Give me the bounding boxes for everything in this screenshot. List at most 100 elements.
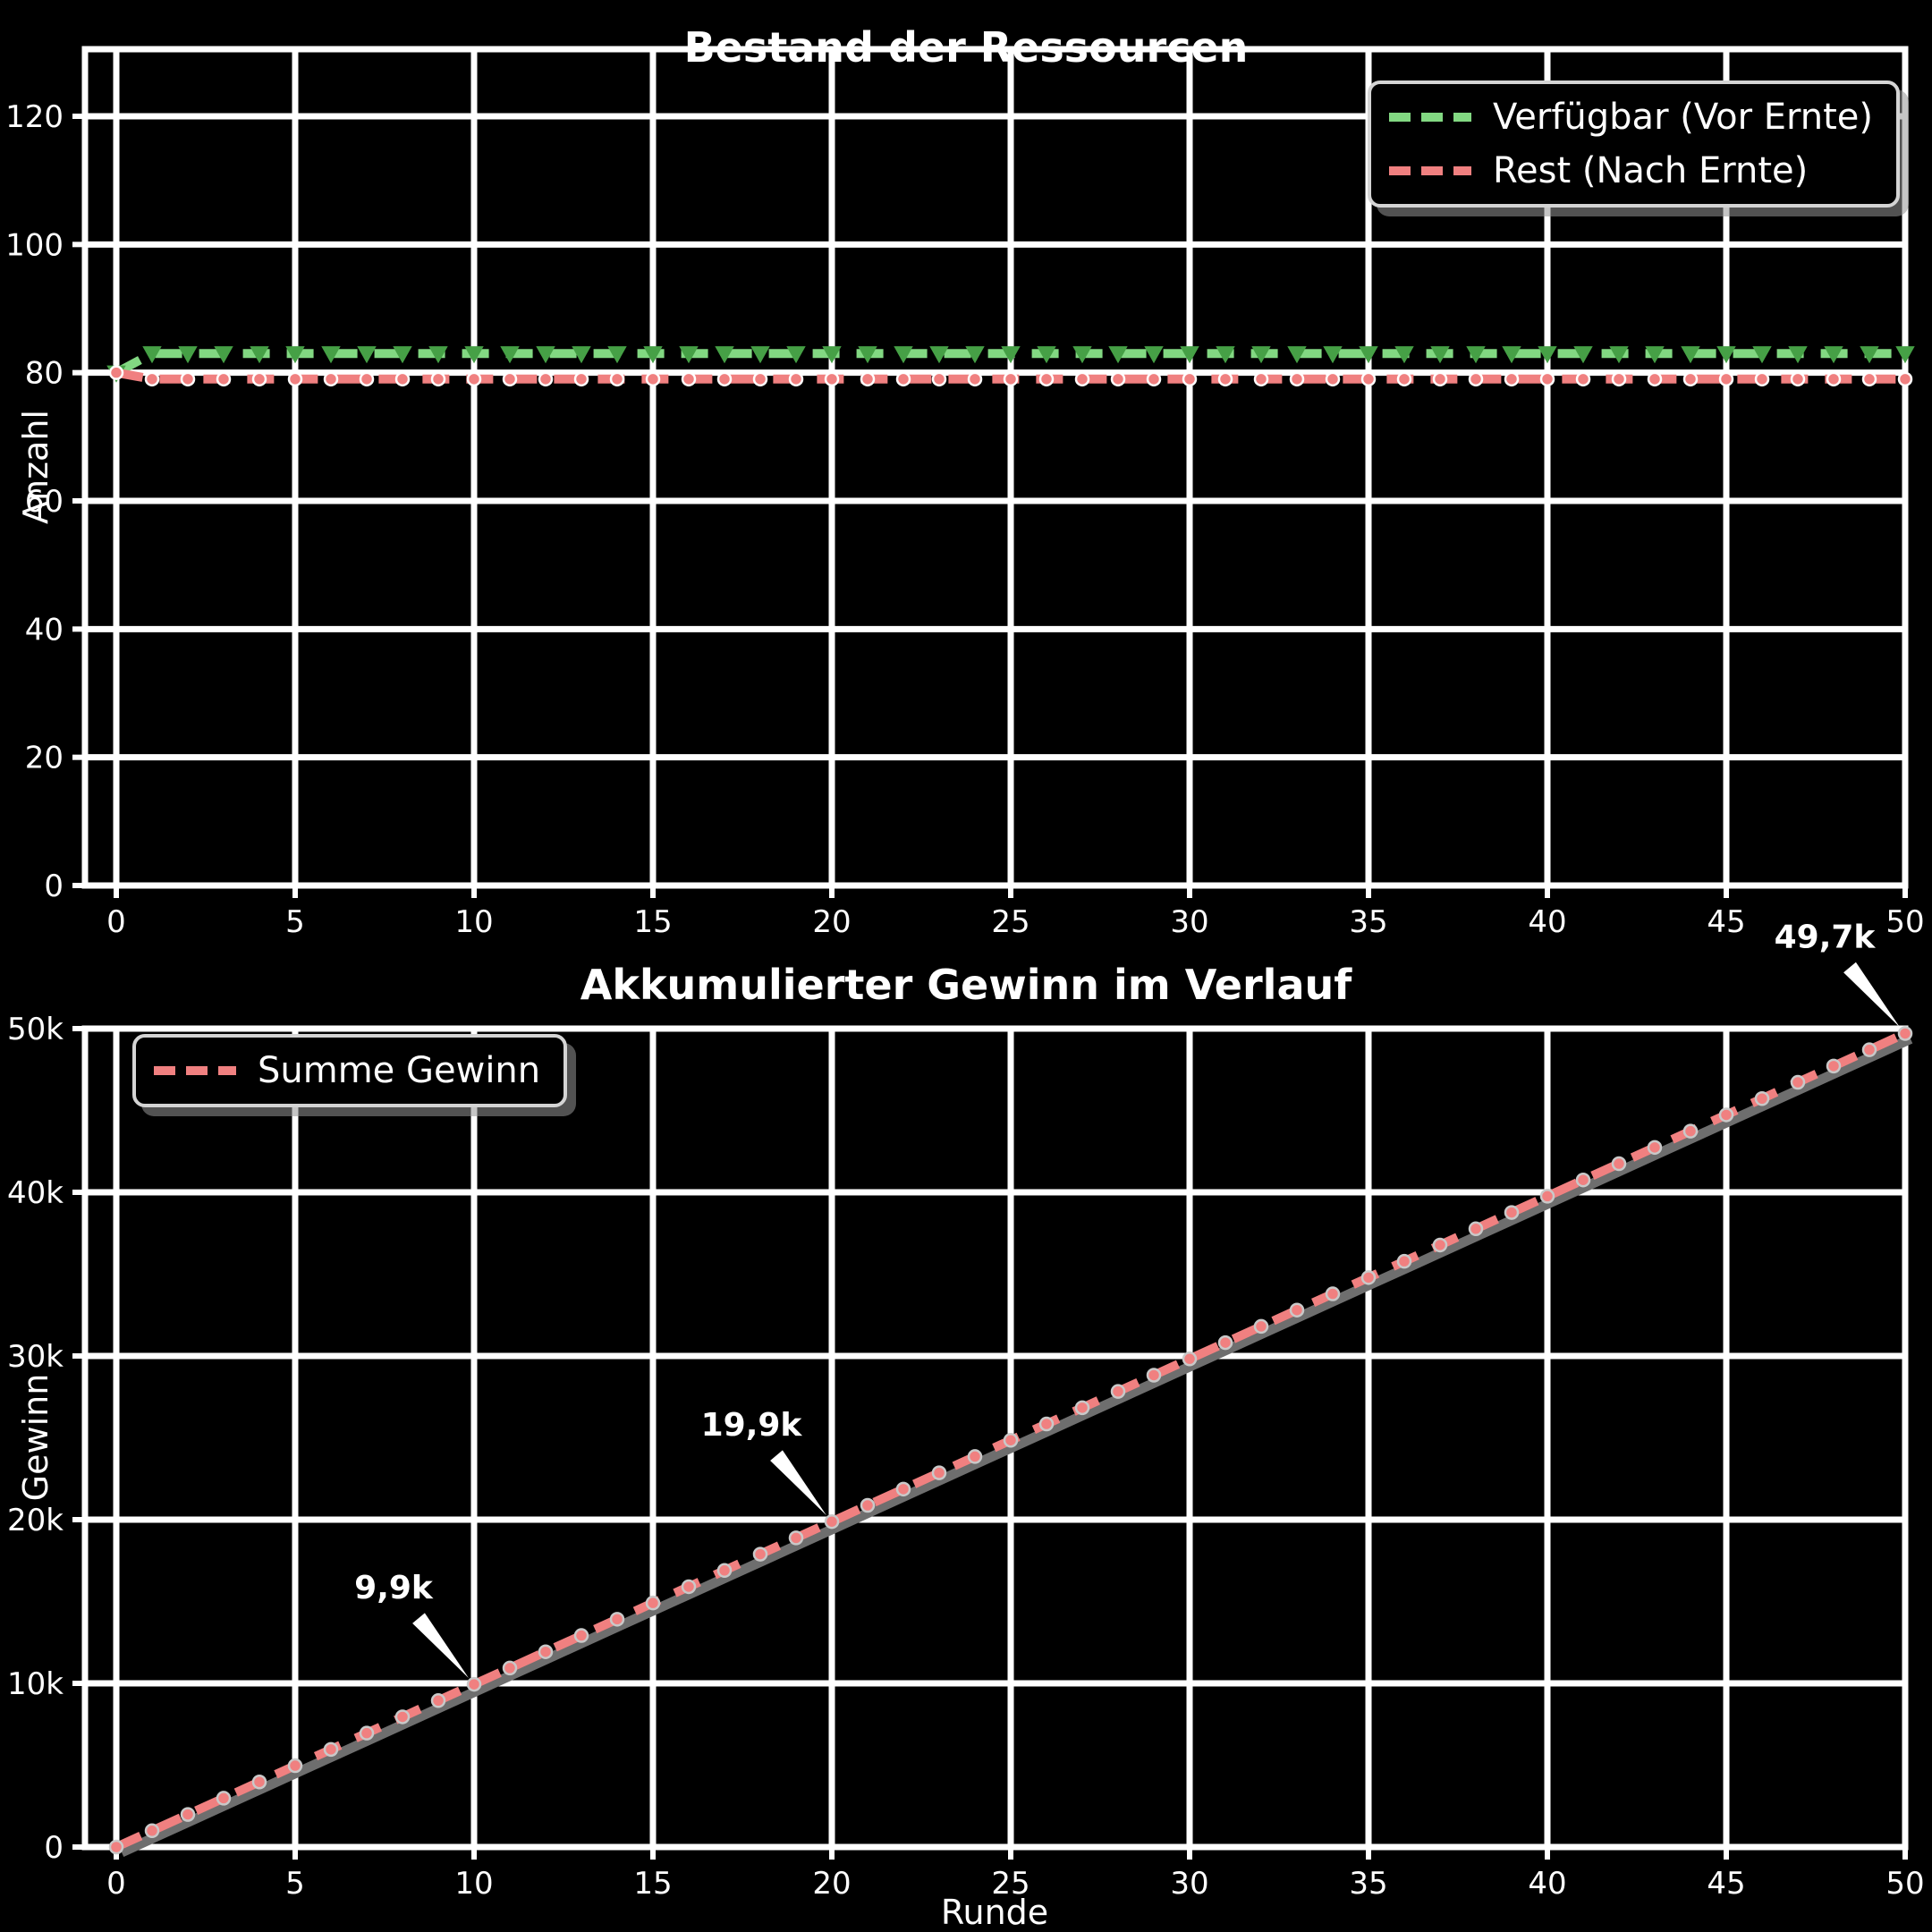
x-tick-label: 40: [1528, 904, 1566, 940]
series-marker: [573, 371, 589, 387]
series-marker: [1289, 371, 1305, 387]
series-marker: [1074, 1400, 1090, 1416]
series-marker: [359, 371, 375, 387]
series-marker: [1752, 346, 1772, 364]
series-marker: [1432, 371, 1448, 387]
bottom-chart-ylabel: Gewinn: [16, 1373, 55, 1502]
series-marker: [786, 346, 806, 364]
series-marker: [1217, 371, 1233, 387]
series-marker: [715, 346, 734, 364]
series-marker: [1861, 371, 1877, 387]
series-marker: [860, 371, 876, 387]
series-marker: [321, 346, 341, 364]
series-marker: [609, 371, 625, 387]
x-tick-label: 30: [1170, 904, 1208, 940]
series-marker: [1788, 346, 1808, 364]
series-marker: [824, 371, 840, 387]
series-marker: [144, 1823, 160, 1839]
series-marker: [929, 346, 949, 364]
legend-label: Verfügbar (Vor Ernte): [1493, 97, 1873, 138]
series-marker: [1108, 346, 1128, 364]
series-marker: [251, 371, 267, 387]
series-marker: [1360, 1270, 1377, 1285]
series-marker: [1681, 346, 1700, 364]
series-marker: [1897, 371, 1913, 387]
series-marker: [430, 1693, 446, 1708]
x-tick-label: 35: [1349, 1866, 1387, 1902]
series-marker: [824, 1513, 840, 1530]
series-marker: [1182, 371, 1198, 387]
series-marker: [752, 1546, 768, 1562]
series-marker: [1539, 371, 1555, 387]
series-marker: [1359, 346, 1378, 364]
series-marker: [108, 1839, 124, 1855]
series-marker: [645, 371, 661, 387]
series-marker: [178, 346, 198, 364]
series-marker: [1289, 1302, 1305, 1318]
series-marker: [788, 371, 804, 387]
series-marker: [1325, 371, 1341, 387]
x-tick-label: 5: [285, 1866, 305, 1902]
series-marker: [1360, 371, 1377, 387]
series-marker: [1647, 371, 1663, 387]
series-marker: [1038, 371, 1055, 387]
y-tick-label: 60: [25, 484, 64, 520]
series-marker: [1790, 371, 1806, 387]
series-marker: [1396, 371, 1412, 387]
series-marker: [1895, 346, 1915, 364]
series-marker: [1325, 1286, 1341, 1301]
series-marker: [464, 346, 484, 364]
series-marker: [1682, 1123, 1699, 1139]
series-marker: [967, 371, 983, 387]
y-tick-label: 20: [25, 741, 64, 776]
y-tick-label: 40: [25, 612, 64, 648]
series-marker: [1146, 1368, 1162, 1383]
series-marker: [108, 365, 124, 380]
annotation-arrow: [1843, 962, 1900, 1028]
series-marker: [1897, 1026, 1913, 1041]
series-marker: [214, 346, 233, 364]
y-tick-label: 100: [5, 227, 64, 263]
series-marker: [144, 371, 160, 387]
series-marker: [1037, 346, 1056, 364]
series-marker: [538, 371, 554, 387]
series-marker: [285, 346, 305, 364]
series-marker: [1144, 346, 1164, 364]
x-tick-label: 50: [1885, 904, 1924, 940]
series-marker: [1790, 1074, 1806, 1090]
annotation-label: 49,7k: [1775, 919, 1877, 955]
series-marker: [860, 1497, 876, 1513]
series-marker: [1253, 1318, 1269, 1335]
x-tick-label: 50: [1885, 1866, 1924, 1902]
series-marker: [1645, 346, 1665, 364]
series-marker: [1826, 371, 1842, 387]
series-marker: [1217, 1335, 1233, 1351]
series-marker: [502, 1660, 518, 1676]
series-marker: [287, 371, 303, 387]
series-marker: [1860, 346, 1879, 364]
series-marker: [1003, 1432, 1019, 1448]
series-marker: [1718, 1107, 1734, 1123]
series-marker: [1003, 371, 1019, 387]
series-marker: [1110, 371, 1126, 387]
series-marker: [287, 1758, 303, 1774]
series-marker: [895, 371, 911, 387]
line-shadow: [119, 1034, 1913, 1858]
series-marker: [1430, 346, 1450, 364]
series-marker: [1754, 1091, 1770, 1106]
series-marker: [536, 346, 555, 364]
series-marker: [1538, 346, 1557, 364]
annotation-arrow: [412, 1613, 469, 1679]
series-marker: [1611, 371, 1627, 387]
legend-label: Rest (Nach Ernte): [1493, 150, 1809, 191]
series-marker: [1502, 346, 1521, 364]
x-tick-label: 30: [1170, 1866, 1208, 1902]
top-chart-title: Bestand der Ressourcen: [683, 23, 1249, 72]
top-chart-ylabel: Anzahl: [16, 410, 55, 524]
series-marker: [394, 371, 411, 387]
series-marker: [216, 1791, 232, 1806]
x-tick-label: 20: [812, 904, 851, 940]
series-marker: [1539, 1189, 1555, 1204]
series-marker: [1216, 346, 1235, 364]
